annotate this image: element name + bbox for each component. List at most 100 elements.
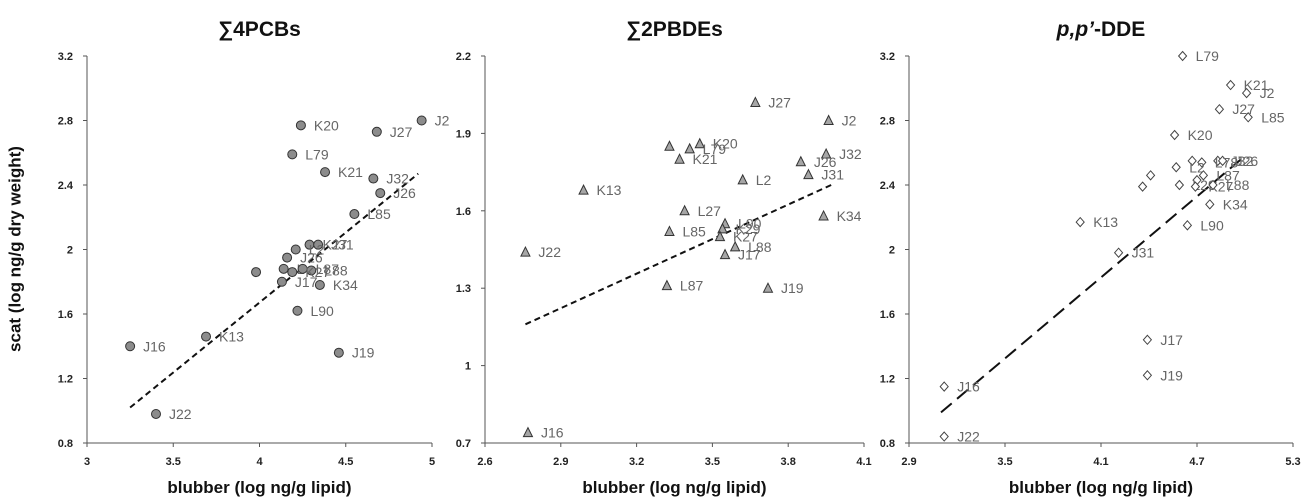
- data-point-triangle: [729, 240, 741, 252]
- chart-title-prefix: p,p’: [1056, 18, 1095, 41]
- data-point-label: L90: [1200, 217, 1224, 233]
- data-point-diamond: [1197, 157, 1207, 168]
- data-point-triangle: [664, 140, 675, 151]
- y-tick-label: 2: [67, 245, 73, 257]
- data-point-circle: [314, 279, 325, 290]
- trendline: [525, 184, 832, 326]
- data-point-label: J19: [1160, 367, 1183, 383]
- data-point-triangle: [823, 114, 834, 125]
- x-tick-label: 3.8: [781, 456, 796, 468]
- data-point-label: L2: [756, 172, 772, 188]
- data-point-label: K13: [597, 182, 622, 198]
- data-point-diamond: [1217, 155, 1228, 167]
- data-point-diamond: [1205, 199, 1215, 210]
- data-point-triangle: [664, 225, 675, 236]
- x-tick-label: 2.6: [477, 456, 492, 468]
- y-tick-label: 2.8: [880, 116, 895, 128]
- data-point-label: K21: [1244, 77, 1269, 93]
- data-point-circle: [295, 120, 306, 131]
- data-point-label: J16: [541, 425, 564, 441]
- data-point-label: L79: [703, 141, 727, 157]
- data-point-label: L85: [367, 206, 391, 222]
- y-tick-label: 2: [889, 245, 895, 257]
- data-point-label: L85: [682, 223, 706, 239]
- y-tick-label: 1.6: [880, 309, 895, 321]
- data-point-triangle: [820, 147, 832, 159]
- y-tick-label: 0.7: [456, 438, 471, 450]
- data-point-label: J26: [393, 185, 416, 201]
- data-point-circle: [368, 173, 379, 184]
- x-tick-label: 3.5: [997, 456, 1012, 468]
- data-point-diamond: [1142, 370, 1153, 381]
- data-point-label: J32: [1231, 153, 1254, 169]
- data-point-triangle: [717, 222, 728, 234]
- data-point-label: K27: [305, 264, 330, 280]
- data-point-diamond: [939, 381, 949, 392]
- data-point-triangle: [679, 204, 690, 216]
- y-axis-label: scat (log ng/g dry weight): [5, 146, 24, 352]
- data-point-label: L88: [1226, 177, 1250, 193]
- y-tick-label: 3.2: [58, 51, 73, 63]
- x-tick-label: 5: [429, 456, 435, 468]
- data-point-label: K29: [736, 221, 761, 237]
- data-point-label: J2: [1260, 85, 1275, 101]
- data-point-label: L87: [1216, 167, 1240, 183]
- data-point-label: K27: [323, 237, 348, 253]
- data-point-diamond: [1174, 179, 1185, 191]
- data-point-triangle: [694, 137, 706, 149]
- panel-2: ∑2PBDEs 0.7 1 1.3 1.6 1.9 2.2 2.6 2.9 3.2 3.5 3.8 4.…: [456, 18, 872, 497]
- data-point-circle: [290, 244, 301, 255]
- data-point-label: J32: [839, 146, 862, 162]
- y-tick-label: 2.4: [880, 180, 896, 192]
- x-tick-label: 5.3: [1285, 456, 1300, 468]
- y-tick-label: 1.6: [456, 206, 471, 218]
- data-point-label: L90: [310, 303, 334, 319]
- data-point-label: L2: [1189, 159, 1205, 175]
- data-point-diamond: [1182, 220, 1193, 231]
- data-point-label: J27: [1232, 101, 1255, 117]
- data-point-diamond: [1198, 170, 1209, 181]
- data-point-label: K34: [1223, 196, 1248, 212]
- data-point-label: J17: [738, 247, 761, 263]
- data-point-diamond: [1137, 181, 1148, 192]
- chart-title: ∑2PBDEs: [626, 18, 723, 41]
- data-point-circle: [349, 209, 360, 220]
- data-point-triangle: [737, 173, 749, 185]
- data-point-circle: [276, 276, 287, 287]
- data-point-label: J2: [435, 113, 450, 129]
- data-point-label: J27: [390, 124, 413, 140]
- data-point-triangle: [661, 279, 673, 291]
- y-tick-label: 1.6: [58, 309, 73, 321]
- y-tick-label: 2.2: [456, 51, 471, 63]
- x-axis-label: blubber (log ng/g lipid): [582, 478, 766, 497]
- data-point-diamond: [1142, 334, 1153, 346]
- data-point-diamond: [1225, 79, 1236, 91]
- data-point-diamond: [1145, 170, 1156, 181]
- x-tick-label: 3.5: [166, 456, 181, 468]
- data-point-label: J27: [768, 94, 791, 110]
- y-tick-label: 1: [465, 361, 471, 373]
- data-point-label: J31: [821, 167, 844, 183]
- x-tick-label: 4.5: [338, 456, 353, 468]
- data-point-diamond: [1214, 103, 1225, 115]
- data-point-label: L90: [738, 216, 762, 232]
- data-point-triangle: [719, 248, 731, 260]
- y-tick-label: 1.3: [456, 283, 471, 295]
- data-point-label: J26: [300, 250, 323, 266]
- data-point-label: L88: [324, 262, 348, 278]
- data-point-label: J17: [1160, 332, 1183, 348]
- data-point-circle: [151, 408, 161, 419]
- data-point-circle: [292, 305, 303, 316]
- data-point-label: J31: [1132, 245, 1155, 261]
- data-point-triangle: [522, 426, 534, 438]
- data-point-label: L29: [1192, 177, 1216, 193]
- data-point-diamond: [1113, 247, 1124, 258]
- data-point-diamond: [1169, 129, 1180, 141]
- data-point-circle: [287, 267, 298, 278]
- y-tick-label: 1.9: [456, 128, 471, 140]
- y-tick-label: 2.4: [58, 180, 74, 192]
- chart-title: p,p’-DDE: [1056, 18, 1146, 41]
- data-point-label: J31: [331, 237, 354, 253]
- chart-title-suffix: -DDE: [1094, 18, 1145, 41]
